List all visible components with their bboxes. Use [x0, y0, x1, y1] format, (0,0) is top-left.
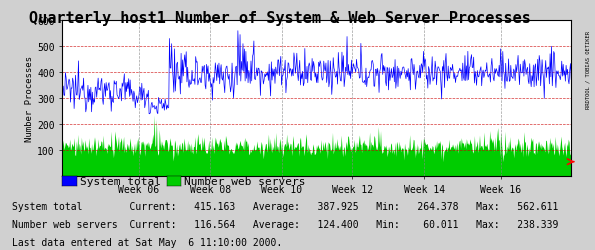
Text: Number web servers  Current:   116.564   Average:   124.400   Min:    60.011   M: Number web servers Current: 116.564 Aver… [12, 219, 558, 229]
Y-axis label: Number Processes: Number Processes [26, 56, 35, 142]
Text: RRDTOOL / TOBIAS OETIKER: RRDTOOL / TOBIAS OETIKER [585, 31, 590, 109]
Text: Quarterly host1 Number of System & Web Server Processes: Quarterly host1 Number of System & Web S… [29, 11, 531, 26]
Text: System total: System total [80, 176, 161, 186]
Text: Number web servers: Number web servers [184, 176, 306, 186]
Text: System total        Current:   415.163   Average:   387.925   Min:   264.378   M: System total Current: 415.163 Average: 3… [12, 201, 558, 211]
Text: Last data entered at Sat May  6 11:10:00 2000.: Last data entered at Sat May 6 11:10:00 … [12, 237, 282, 247]
